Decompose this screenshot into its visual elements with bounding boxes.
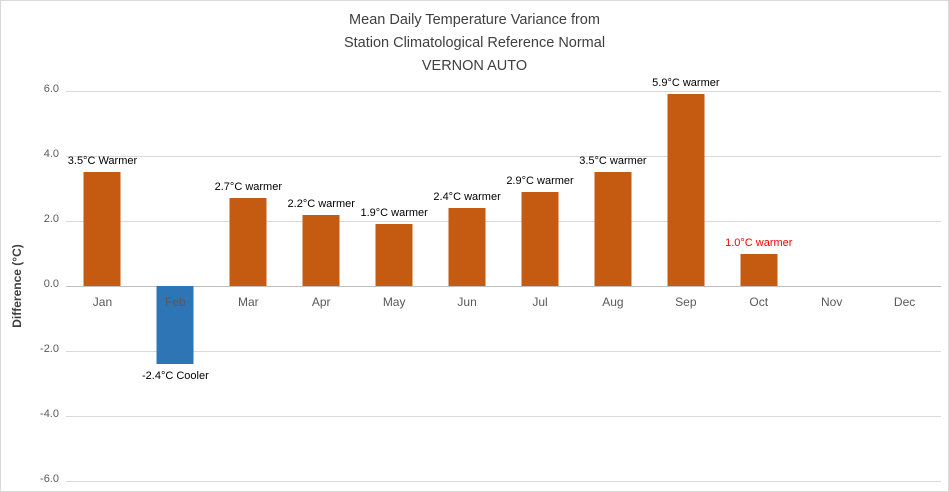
x-tick-label: Jan (92, 295, 113, 309)
category-jun: 2.4°C warmer Jun (431, 91, 504, 481)
bar-oct (740, 253, 778, 286)
chart-title: Mean Daily Temperature Variance from Sta… (1, 9, 948, 78)
category-jul: 2.9°C warmer Jul (504, 91, 577, 481)
bar-aug (594, 172, 632, 286)
bar-value-label: 2.9°C warmer (506, 174, 574, 187)
x-tick-label: Mar (237, 295, 259, 309)
category-nov: Nov (795, 91, 868, 481)
y-tick-label: 0.0 (43, 278, 59, 290)
bar-value-label: 3.5°C warmer (579, 155, 647, 168)
category-aug: 3.5°C warmer Aug (576, 91, 649, 481)
category-dec: Dec (868, 91, 941, 481)
bar-value-label: 2.4°C warmer (433, 191, 501, 203)
chart-title-line3: VERNON AUTO (421, 58, 528, 74)
category-apr: 2.2°C warmer Apr (285, 91, 358, 481)
bar-value-label: 3.5°C Warmer (67, 155, 138, 168)
y-tick-label: -4.0 (40, 408, 59, 420)
y-tick-label: -2.0 (40, 343, 59, 355)
y-tick-label: 4.0 (43, 148, 59, 160)
category-may: 1.9°C warmer May (358, 91, 431, 481)
x-tick-label: Oct (749, 295, 769, 309)
gridline (66, 481, 941, 482)
plot-area: 3.5°C Warmer Jan -2.4°C Cooler Feb 2.7°C war… (66, 77, 941, 482)
bar-value-label: 2.7°C warmer (214, 181, 282, 194)
bar-value-label: 2.2°C warmer (287, 197, 355, 210)
x-axis-line (66, 286, 941, 287)
x-tick-label: Apr (311, 295, 331, 309)
bar-jul (521, 191, 559, 286)
bar-value-label: 1.0°C warmer (725, 236, 793, 249)
bar-may (375, 224, 413, 286)
category-jan: 3.5°C Warmer Jan (66, 91, 139, 481)
bar-jan (83, 172, 121, 286)
y-tick-label: 2.0 (43, 213, 59, 225)
x-tick-label: Dec (893, 295, 916, 309)
bar-value-label: 1.9°C warmer (360, 207, 428, 220)
x-tick-label: Sep (675, 295, 697, 309)
category-sep: 5.9°C warmer Sep (649, 77, 722, 481)
x-tick-label: Feb (165, 295, 186, 309)
bar-series: 3.5°C Warmer Jan -2.4°C Cooler Feb 2.7°C war… (66, 77, 941, 481)
x-tick-label: Nov (821, 295, 843, 309)
category-mar: 2.7°C warmer Mar (212, 91, 285, 481)
chart-title-line2: Station Climatological Reference Normal (343, 35, 606, 51)
bar-sep (667, 94, 705, 286)
x-tick-label: Jul (532, 295, 548, 309)
bar-jun (448, 208, 486, 286)
bar-mar (229, 198, 267, 286)
bar-value-label: 5.9°C warmer (652, 77, 720, 90)
x-tick-label: Jun (457, 295, 477, 309)
category-oct: 1.0°C warmer Oct (722, 91, 795, 481)
bar-value-label: -2.4°C Cooler (142, 370, 209, 382)
x-tick-label: May (382, 295, 406, 309)
chart-title-line1: Mean Daily Temperature Variance from (349, 12, 600, 28)
gridline (66, 156, 941, 157)
gridline (66, 221, 941, 222)
bar-feb (156, 286, 194, 364)
gridline (66, 416, 941, 417)
bar-apr (302, 214, 340, 286)
y-tick-label: 6.0 (43, 83, 59, 95)
gridline (66, 351, 941, 352)
category-feb: -2.4°C Cooler Feb (139, 91, 212, 481)
y-tick-label: -6.0 (40, 473, 59, 485)
x-tick-label: Aug (602, 295, 624, 309)
gridline (66, 91, 941, 92)
